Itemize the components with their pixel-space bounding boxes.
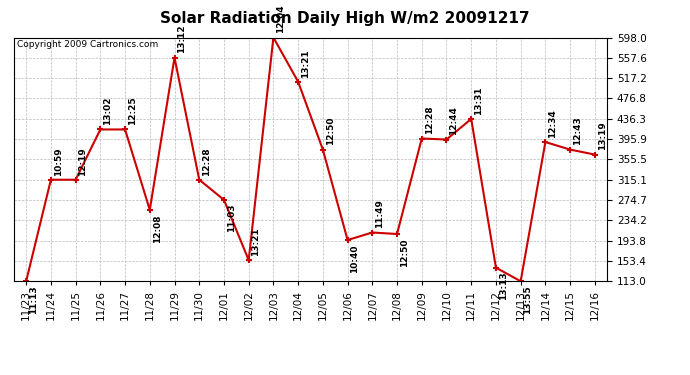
Text: 11:13: 11:13 [29,285,38,314]
Text: Copyright 2009 Cartronics.com: Copyright 2009 Cartronics.com [17,40,158,49]
Text: Solar Radiation Daily High W/m2 20091217: Solar Radiation Daily High W/m2 20091217 [160,11,530,26]
Text: 12:25: 12:25 [128,97,137,125]
Text: 12:50: 12:50 [400,238,408,267]
Text: 12:28: 12:28 [202,147,211,176]
Text: 12:50: 12:50 [326,117,335,146]
Text: 12:44: 12:44 [449,106,458,135]
Text: 13:12: 13:12 [177,25,186,53]
Text: 13:13: 13:13 [499,272,508,300]
Text: 13:21: 13:21 [251,227,260,256]
Text: 12:34: 12:34 [548,109,557,138]
Text: 11:49: 11:49 [375,200,384,228]
Text: 12:19: 12:19 [79,147,88,176]
Text: 11:03: 11:03 [227,204,236,232]
Text: 12:43: 12:43 [573,117,582,146]
Text: 12:28: 12:28 [424,106,433,134]
Text: 12:08: 12:08 [152,214,161,243]
Text: 13:19: 13:19 [598,122,607,150]
Text: 10:40: 10:40 [351,244,359,273]
Text: 10:59: 10:59 [54,147,63,176]
Text: 13:02: 13:02 [103,97,112,125]
Text: 12:04: 12:04 [276,5,285,33]
Text: 13:31: 13:31 [474,86,483,115]
Text: 13:55: 13:55 [524,285,533,314]
Text: 13:21: 13:21 [301,49,310,78]
